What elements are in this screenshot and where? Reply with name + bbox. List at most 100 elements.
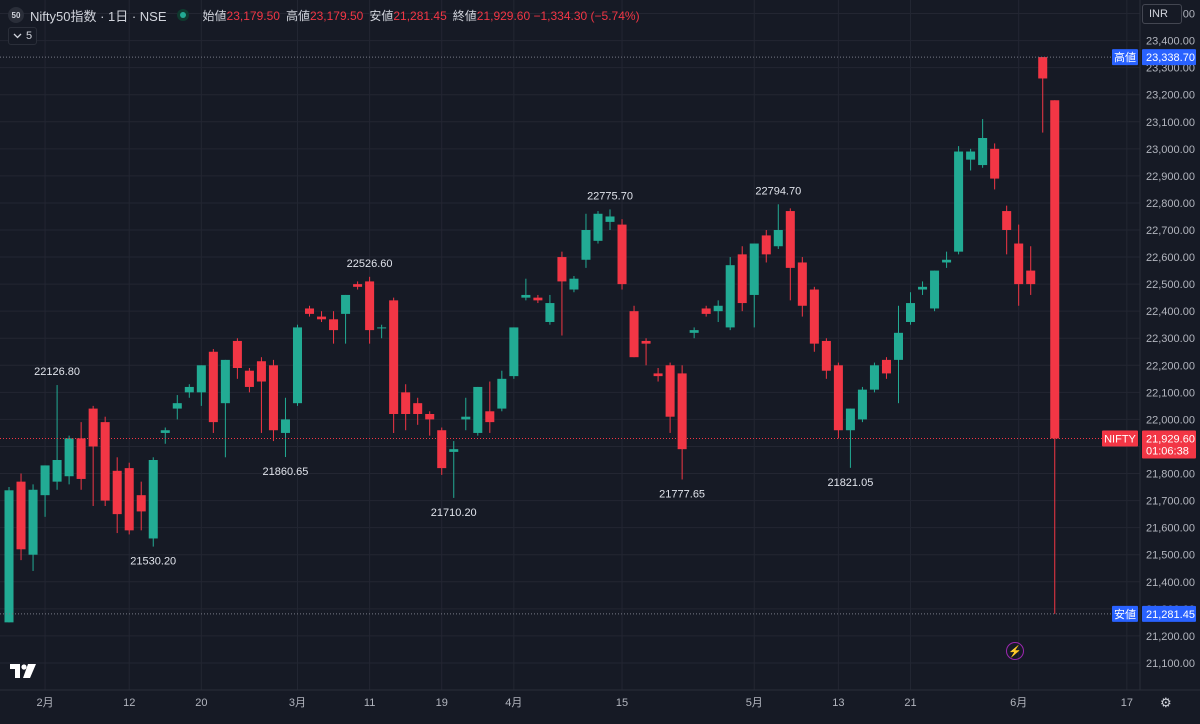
candle [160, 427, 170, 444]
ohlc-label: 終値 [452, 8, 477, 23]
candle-body [845, 408, 855, 431]
price-tick-label: 23,400.00 [1146, 36, 1195, 48]
price-tick-label: 21,200.00 [1146, 631, 1195, 643]
candle-body [329, 319, 339, 331]
candle [809, 286, 819, 352]
candle-body [220, 359, 230, 404]
candle-body [377, 327, 387, 329]
candle-body [413, 403, 423, 414]
candle [353, 281, 363, 290]
countdown-timer: 01:06:38 [1146, 445, 1189, 457]
candle [641, 338, 651, 366]
annotations: 22126.80 21530.20 21860.65 22526.60 21710.20… [34, 185, 873, 567]
candle-body [581, 230, 591, 260]
chevron-down-icon [13, 33, 22, 39]
candle [365, 276, 375, 344]
lightning-icon[interactable]: ⚡ [1006, 642, 1024, 660]
candle [893, 305, 903, 404]
candle-body [148, 460, 158, 539]
candle [256, 357, 266, 433]
candle [881, 357, 891, 379]
price-line-value: 21,929.60 [1146, 433, 1195, 445]
candle-body [317, 316, 327, 320]
candle [605, 209, 615, 230]
candle [64, 435, 74, 485]
candle-body [605, 216, 615, 222]
candle [821, 338, 831, 379]
market-status-icon[interactable] [176, 9, 189, 21]
extreme-price-label: 21710.20 [431, 507, 477, 519]
candle [497, 370, 507, 412]
candle-body [196, 365, 206, 393]
gear-icon[interactable]: ⚙ [1160, 695, 1172, 710]
candle-body [521, 294, 531, 298]
time-axis[interactable]: 2月 12 20 3月 11 19 4月 15 5月 13 21 6月 17 [0, 689, 1200, 709]
extreme-price-label: 22794.70 [755, 185, 801, 197]
candle-body [280, 419, 290, 433]
price-tick-label: 22,200.00 [1146, 360, 1195, 372]
candle [401, 384, 411, 431]
candle [305, 305, 315, 317]
candle [569, 276, 579, 293]
price-tick-label: 22,500.00 [1146, 279, 1195, 291]
tradingview-logo-icon[interactable] [10, 664, 38, 681]
candle-body [978, 138, 988, 166]
candle [978, 119, 988, 168]
candle [329, 311, 339, 344]
candle [485, 381, 495, 433]
candle-body [797, 262, 807, 306]
candle-body [857, 389, 867, 420]
candle [1050, 100, 1060, 614]
candle [557, 251, 567, 336]
candle-body [749, 243, 759, 295]
time-tick-label: 15 [616, 697, 628, 709]
candle [785, 208, 795, 301]
candle [449, 441, 459, 498]
symbol-title[interactable]: Nifty50指数 · 1日 · NSE [30, 8, 167, 24]
candle-body [954, 151, 964, 252]
candle [184, 384, 194, 398]
time-tick-label: 12 [123, 697, 135, 709]
candle [341, 294, 351, 344]
candle-body [737, 254, 747, 304]
candle [437, 427, 447, 475]
price-line-label: 安値 [1114, 607, 1136, 621]
indicators-toggle-button[interactable]: 5 [8, 27, 38, 45]
candle-body [425, 414, 435, 420]
candle-body [208, 351, 218, 423]
price-tick-label: 22,800.00 [1146, 198, 1195, 210]
candle [545, 294, 555, 325]
symbol-logo-badge[interactable]: 50 [8, 7, 24, 23]
candle-body [641, 340, 651, 344]
candle-body [64, 438, 74, 477]
candle-body [785, 211, 795, 268]
candle-body [341, 294, 351, 314]
candle [509, 327, 519, 379]
candle [942, 251, 952, 268]
ohlc-value: 21,281.45 [393, 8, 447, 23]
candle-body [389, 300, 399, 414]
candle [521, 278, 531, 301]
candle-body [28, 489, 38, 555]
candle [761, 230, 771, 263]
extreme-price-label: 21777.65 [659, 489, 705, 501]
candle [665, 362, 675, 433]
candle-body [160, 430, 170, 433]
price-line-label: 高値 [1114, 50, 1136, 64]
candle-body [833, 365, 843, 431]
currency-selector[interactable]: INR [1142, 4, 1182, 24]
time-tick-label: 2月 [37, 697, 54, 709]
extreme-price-label: 22126.80 [34, 366, 80, 378]
price-tick-label: 21,600.00 [1146, 523, 1195, 535]
candle [1002, 205, 1012, 255]
price-tick-label: 22,700.00 [1146, 225, 1195, 237]
candle [833, 362, 843, 439]
candle [653, 368, 663, 382]
candle-body [40, 465, 50, 496]
candle-body [761, 235, 771, 255]
candle-body [713, 305, 723, 312]
ohlc-label: 安値 [369, 8, 394, 23]
